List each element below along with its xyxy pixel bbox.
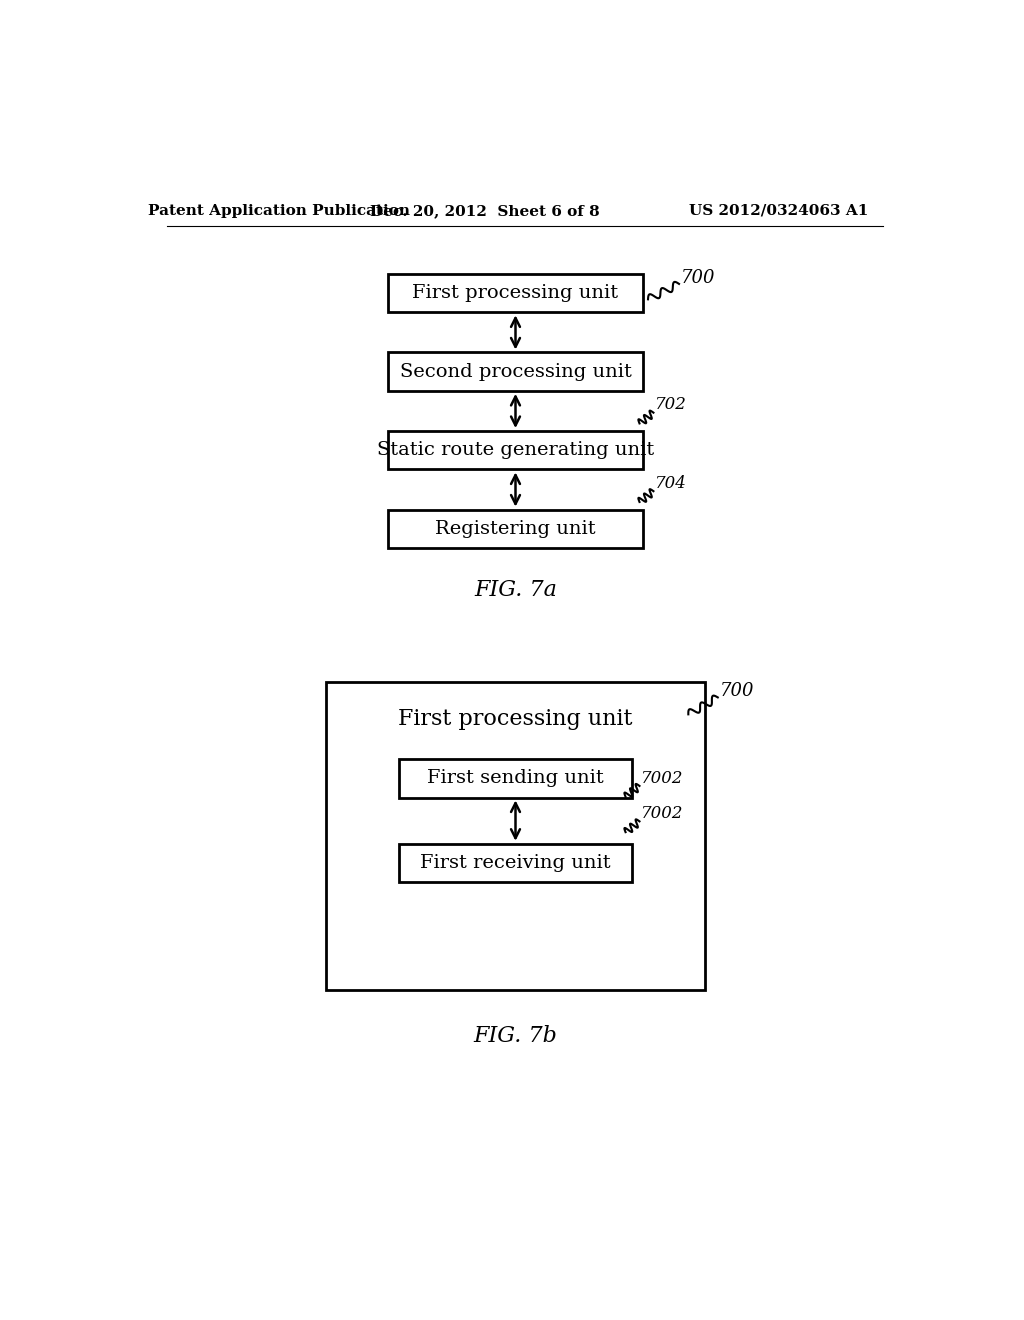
Text: Registering unit: Registering unit — [435, 520, 596, 537]
Text: 704: 704 — [655, 475, 687, 492]
Text: 7002: 7002 — [641, 770, 684, 787]
Text: 700: 700 — [681, 269, 715, 286]
Text: Second processing unit: Second processing unit — [399, 363, 632, 380]
Text: Patent Application Publication: Patent Application Publication — [148, 203, 411, 218]
Text: Static route generating unit: Static route generating unit — [377, 441, 654, 459]
Text: 7002: 7002 — [641, 805, 684, 822]
Text: 700: 700 — [719, 682, 754, 700]
Text: First processing unit: First processing unit — [398, 708, 633, 730]
Text: First receiving unit: First receiving unit — [420, 854, 610, 873]
Bar — [326, 682, 706, 990]
Bar — [388, 352, 643, 391]
Text: First sending unit: First sending unit — [427, 770, 604, 787]
Text: First processing unit: First processing unit — [413, 284, 618, 302]
Bar — [399, 843, 632, 882]
Text: FIG. 7b: FIG. 7b — [473, 1026, 557, 1047]
Text: Dec. 20, 2012  Sheet 6 of 8: Dec. 20, 2012 Sheet 6 of 8 — [370, 203, 599, 218]
Bar — [388, 275, 643, 313]
Text: FIG. 7a: FIG. 7a — [474, 579, 557, 602]
Text: US 2012/0324063 A1: US 2012/0324063 A1 — [689, 203, 868, 218]
Bar — [388, 430, 643, 470]
Bar — [388, 510, 643, 548]
Text: 702: 702 — [655, 396, 687, 413]
Bar — [399, 759, 632, 797]
